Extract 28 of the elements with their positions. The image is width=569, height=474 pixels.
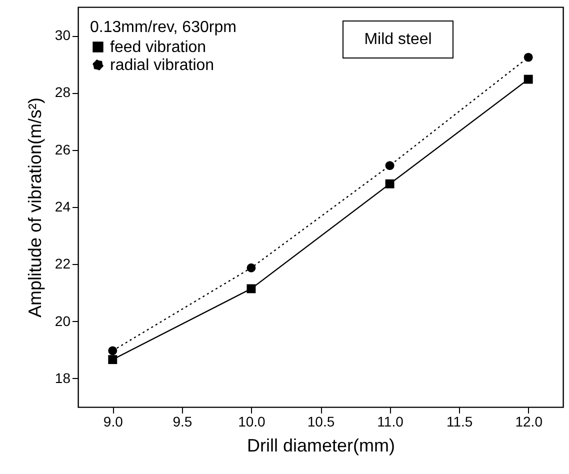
y-tick-label: 20 bbox=[54, 312, 71, 329]
y-tick-label: 28 bbox=[54, 84, 71, 100]
x-tick-label: 11.0 bbox=[377, 414, 404, 430]
point bbox=[524, 74, 533, 84]
x-axis-title: Drill diameter(mm) bbox=[247, 436, 395, 456]
point bbox=[246, 263, 256, 272]
x-tick-label: 11.5 bbox=[446, 414, 473, 430]
annotation: Mild steel bbox=[364, 31, 432, 48]
point bbox=[385, 179, 394, 188]
point bbox=[385, 161, 394, 170]
point bbox=[246, 284, 256, 294]
point bbox=[108, 346, 118, 356]
x-tick-label: 10.5 bbox=[307, 414, 335, 430]
legend-title: 0.13mm/rev, 630rpm bbox=[90, 19, 236, 36]
x-tick-label: 12.0 bbox=[515, 414, 543, 430]
point bbox=[108, 355, 118, 364]
y-axis-title: Amplitude of vibration(m/s²) bbox=[24, 97, 45, 318]
x-tick-label: 9.0 bbox=[103, 414, 124, 430]
y-tick-label: 18 bbox=[54, 370, 71, 386]
legend-label: radial vibration bbox=[110, 57, 214, 74]
y-tick-label: 30 bbox=[54, 27, 71, 44]
x-tick-label: 10.0 bbox=[238, 414, 266, 430]
y-tick-label: 26 bbox=[54, 141, 71, 158]
y-tick-label: 22 bbox=[54, 256, 71, 272]
y-tick-label: 24 bbox=[54, 198, 71, 214]
legend-label: feed vibration bbox=[110, 39, 206, 56]
x-tick-label: 9.5 bbox=[172, 414, 192, 430]
point bbox=[524, 52, 533, 62]
